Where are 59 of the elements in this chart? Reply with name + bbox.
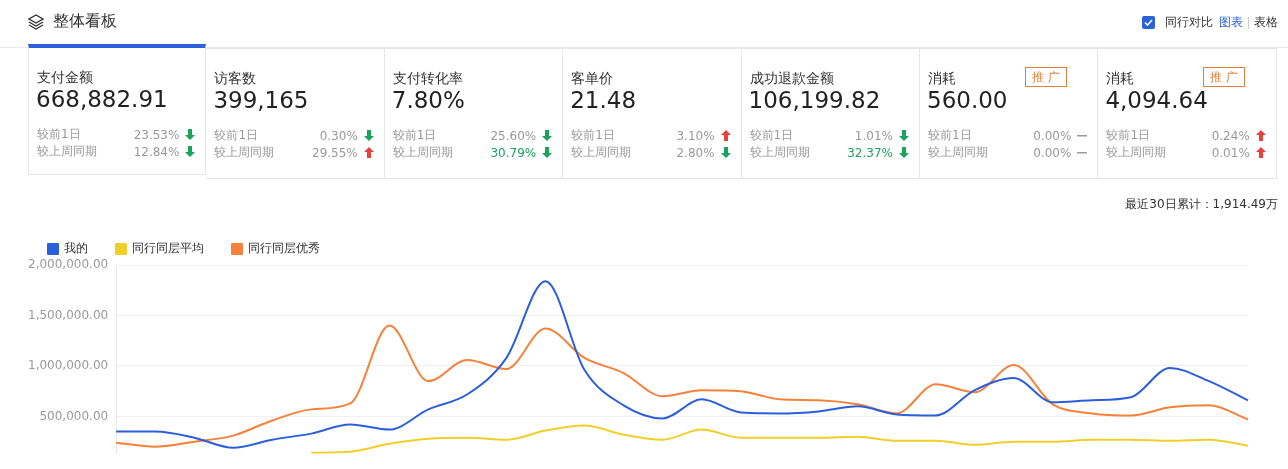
text: 0.00% [1033,128,1072,143]
y-tick-label: 500,000.00 [39,408,109,423]
text: 较上周同期 [214,144,275,161]
text: 560.00 [927,87,1008,113]
text: 较上周同期 [928,144,988,161]
text: 图表 [1219,14,1243,31]
text: 客单价 [571,70,614,88]
line-series [310,424,1249,454]
text: 32.37% [847,145,893,160]
text: 较前1日 [214,127,259,144]
text: 同行对比 [1165,14,1213,31]
text: 0.30% [319,128,358,143]
y-tick-label: 1,500,000.00 [28,307,109,322]
text: 推 广 [1203,67,1246,87]
text: 较上周同期 [749,144,810,161]
text: 推 广 [1025,67,1067,87]
text: 4,094.64 [1105,87,1208,113]
text: 较上周同期 [37,143,97,160]
text: 访客数 [214,70,257,88]
text: 较前1日 [1106,127,1151,144]
text: 25.60% [490,128,537,143]
y-tick-label: 2,000,000.00 [28,257,109,272]
text: 支付金额 [37,69,93,87]
text: 399,165 [213,87,309,113]
text: 较上周同期 [392,144,453,161]
text: 支付转化率 [392,70,463,88]
legend-label: 同行同层平均 [132,241,204,256]
text: 0.01% [1211,145,1250,160]
text: 2.80% [676,145,715,160]
text: 消耗 [928,70,956,88]
text: 3.10% [676,128,715,143]
text: 较上周同期 [1106,144,1167,161]
text: 106,199.82 [748,87,881,113]
text: 7.80% [391,87,465,113]
line-series [115,324,1249,448]
text: 29.55% [312,145,358,160]
text: 0.00% [1033,145,1072,160]
text: 12.84% [133,144,180,159]
text: 较前1日 [571,127,615,144]
text: 21.48 [570,87,637,113]
text: 668,882.91 [36,86,168,112]
text: 整体看板 [53,11,117,32]
text: 表格 [1254,14,1278,31]
legend-label: 我的 [64,241,88,256]
text: 最近30日累计：1,914.49万 [1125,196,1278,213]
text: 1.01% [854,128,893,143]
text: 0.24% [1211,128,1250,143]
line-series [115,280,1249,449]
y-tick-label: 1,000,000.00 [28,358,109,373]
text: 消耗 [1106,70,1135,88]
text: 23.53% [133,127,180,142]
text: 较前1日 [928,127,972,144]
text: 30.79% [490,145,537,160]
text: 较前1日 [37,126,81,143]
legend-label: 同行同层优秀 [248,241,320,256]
text: 较上周同期 [571,144,632,161]
text: 成功退款金额 [749,70,834,88]
text: 较前1日 [749,127,794,144]
text: 较前1日 [392,127,437,144]
